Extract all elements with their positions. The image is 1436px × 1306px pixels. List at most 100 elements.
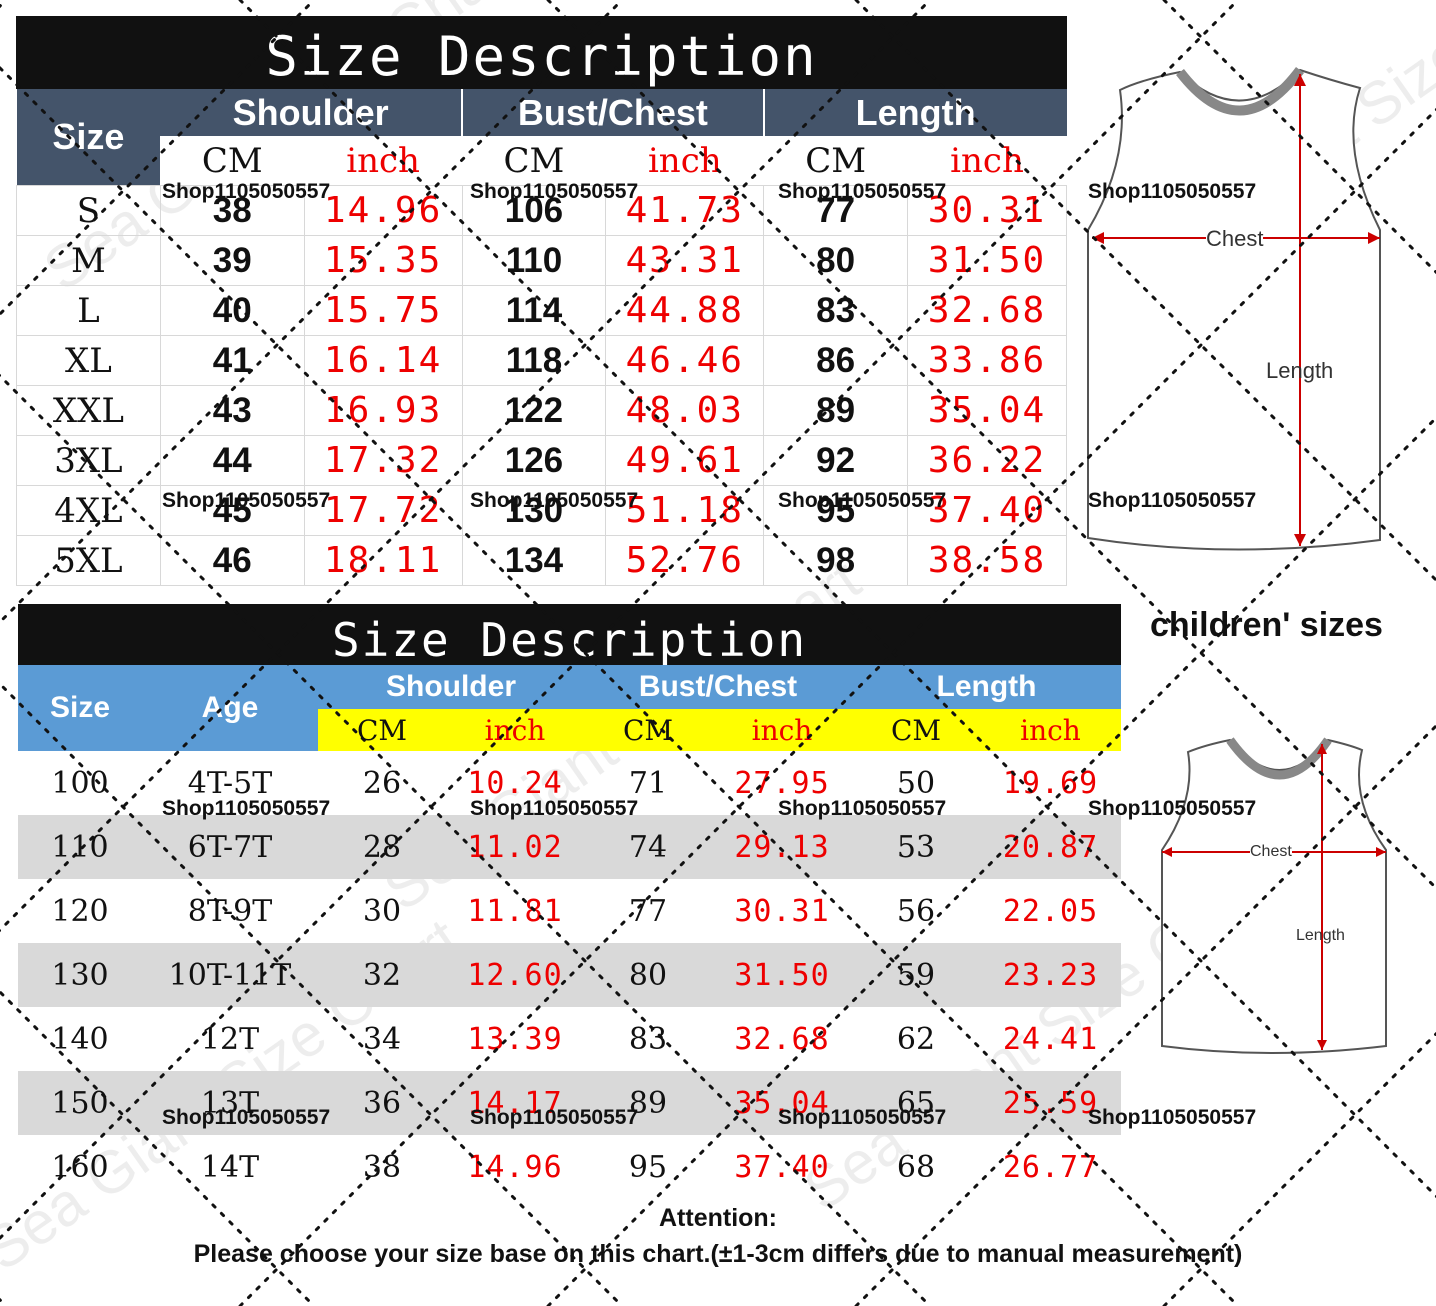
age-cell: 12T [200, 1021, 260, 1057]
shop-id-text: Shop1105050557 [1088, 180, 1257, 203]
shoulder-header: Shoulder [318, 665, 584, 709]
shop-id-text: Shop1105050557 [162, 797, 331, 820]
dotted-line [854, 0, 1436, 583]
shop-id-text: Shop1105050557 [778, 1106, 947, 1129]
shoulder-cm-cell: 36 [318, 1071, 446, 1135]
length-cm-cell: 95 [763, 485, 909, 536]
length-cm-cell: 56 [896, 893, 936, 929]
kids-title: Size Description [18, 604, 1121, 667]
bust-cm-cell: 71 [628, 765, 668, 801]
shoulder-inch-cell: 14.96 [303, 185, 463, 236]
shoulder-inch-cell: 13.39 [467, 1021, 563, 1057]
shoulder-cm-cell: 26 [362, 765, 402, 801]
shoulder-header: Shoulder [160, 89, 464, 136]
shoulder-inch-cell: 14.96 [467, 1149, 563, 1185]
shop-id-text: Shop1105050557 [162, 489, 331, 512]
table-row: 150 13T 36 14.17 89 35.04 65 25.59 [18, 1071, 1121, 1135]
age-header: Age [142, 665, 318, 751]
table-row: 130 10T-11T 32 12.60 80 31.50 59 23.23 [18, 943, 1121, 1007]
size-cell: XL [16, 335, 161, 386]
dotted-line [546, 415, 1436, 1306]
bust-header: Bust/Chest [584, 665, 852, 709]
length-inch-cell: 24.41 [1002, 1021, 1099, 1057]
unit-cm: CM [201, 140, 263, 181]
bust-inch-cell: 35.04 [712, 1071, 852, 1135]
size-cell: L [16, 285, 161, 336]
unit-cm: CM [584, 709, 712, 751]
shoulder-inch-cell: 17.72 [303, 485, 463, 536]
length-inch-cell: 36.22 [907, 435, 1067, 486]
bust-cm-cell: 106 [461, 185, 607, 236]
length-inch-cell: 32.68 [907, 285, 1067, 336]
table-row: 140 12T 34 13.39 83 32.68 62 24.41 [18, 1007, 1121, 1071]
dotted-line [0, 0, 8, 9]
unit-inch: inch [950, 140, 1024, 181]
kids-size-table: Size Age Shoulder Bust/Chest Length CM i… [18, 665, 1121, 1199]
length-inch-cell: 25.59 [980, 1071, 1121, 1135]
bust-inch-cell: 44.88 [605, 285, 765, 336]
dotted-line [0, 0, 932, 933]
shoulder-cm-cell: 32 [318, 943, 446, 1007]
shop-id-text: Shop1105050557 [162, 180, 331, 203]
dotted-line [0, 373, 932, 1306]
dotted-line [854, 723, 1436, 1306]
shoulder-inch-cell: 12.60 [446, 943, 584, 1007]
dotted-line [1162, 0, 1436, 275]
shop-id-text: Shop1105050557 [162, 1106, 331, 1129]
adult-title: Size Description [16, 16, 1067, 89]
size-header: Size [16, 89, 161, 186]
shop-id-text: Shop1105050557 [778, 180, 947, 203]
shop-id-text: Shop1105050557 [778, 797, 947, 820]
size-cell: 4XL [16, 485, 161, 536]
length-label: Length [1266, 358, 1334, 383]
length-cm-cell: 77 [763, 185, 909, 236]
length-cm-cell: 53 [852, 815, 980, 879]
unit-inch: inch [346, 140, 420, 181]
shoulder-cm-cell: 28 [318, 815, 446, 879]
unit-inch: inch [712, 709, 852, 751]
length-cm-cell: 50 [896, 765, 936, 801]
shoulder-cm-cell: 40 [159, 285, 305, 336]
length-inch-cell: 26.77 [1002, 1149, 1099, 1185]
bust-cm-cell: 130 [461, 485, 607, 536]
bust-cm-cell: 83 [628, 1021, 668, 1057]
age-cell: 13T [142, 1071, 318, 1135]
bust-inch-cell: 41.73 [605, 185, 765, 236]
shoulder-cm-cell: 38 [159, 185, 305, 236]
length-inch-cell: 20.87 [980, 815, 1121, 879]
table-row: L 40 15.75 114 44.88 83 32.68 [16, 285, 1067, 336]
dotted-line [0, 681, 624, 1306]
bust-inch-cell: 37.40 [734, 1149, 830, 1185]
unit-cm: CM [852, 709, 980, 751]
dotted-line [546, 0, 1436, 891]
age-cell: 14T [200, 1149, 260, 1185]
shoulder-inch-cell: 10.24 [467, 765, 563, 801]
shop-id-text: Shop1105050557 [778, 489, 947, 512]
dotted-line [0, 0, 1240, 1241]
bust-cm-cell: 74 [584, 815, 712, 879]
size-cell: 130 [18, 943, 142, 1007]
adult-tank-diagram [1087, 66, 1381, 551]
bust-cm-cell: 118 [461, 335, 607, 386]
age-cell: 4T-5T [187, 765, 273, 801]
table-row: 160 14T 38 14.96 95 37.40 68 26.77 [18, 1135, 1121, 1199]
unit-inch: inch [980, 709, 1121, 751]
shop-id-text: Shop1105050557 [470, 1106, 639, 1129]
length-label: Length [1296, 927, 1345, 944]
bust-cm-cell: 126 [461, 435, 607, 486]
length-cm-cell: 62 [896, 1021, 936, 1057]
dotted-line [238, 107, 1436, 1306]
table-row: 3XL 44 17.32 126 49.61 92 36.22 [16, 435, 1067, 486]
age-cell: 6T-7T [142, 815, 318, 879]
adult-size-table: Size Shoulder Bust/Chest Length CM inch … [16, 89, 1067, 586]
length-inch-cell: 30.31 [907, 185, 1067, 236]
dotted-line [0, 0, 316, 317]
bust-inch-cell: 52.76 [605, 535, 765, 586]
shop-id-text: Shop1105050557 [470, 180, 639, 203]
bust-cm-cell: 110 [461, 235, 607, 286]
age-cell: 8T-9T [187, 893, 273, 929]
attention-text: Please choose your size base on this cha… [193, 1240, 1243, 1268]
table-row: 120 8T-9T 30 11.81 77 30.31 56 22.05 [18, 879, 1121, 943]
dotted-line [238, 0, 1436, 1199]
